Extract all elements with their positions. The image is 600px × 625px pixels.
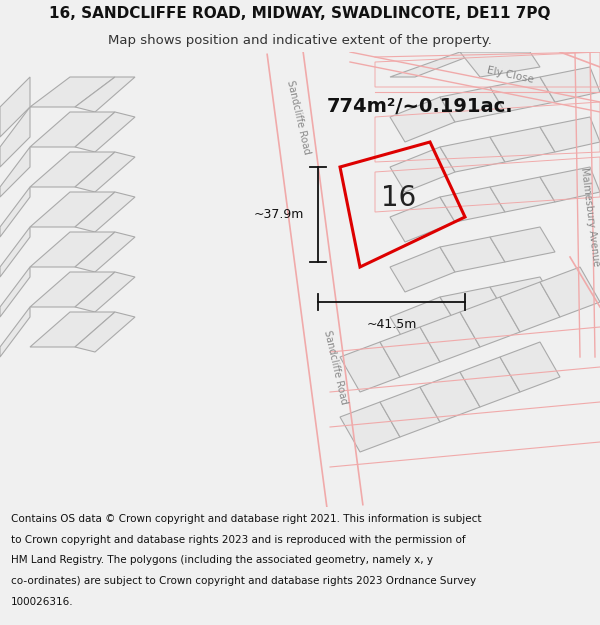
Polygon shape [75, 272, 135, 312]
Text: to Crown copyright and database rights 2023 and is reproduced with the permissio: to Crown copyright and database rights 2… [11, 535, 466, 545]
Polygon shape [420, 372, 480, 422]
Polygon shape [490, 177, 555, 212]
Polygon shape [30, 312, 115, 347]
Polygon shape [30, 192, 115, 227]
Polygon shape [500, 342, 560, 392]
Polygon shape [75, 112, 135, 152]
Polygon shape [0, 227, 30, 277]
Polygon shape [500, 282, 560, 332]
Polygon shape [340, 342, 400, 392]
Text: co-ordinates) are subject to Crown copyright and database rights 2023 Ordnance S: co-ordinates) are subject to Crown copyr… [11, 576, 476, 586]
Polygon shape [440, 87, 505, 122]
Polygon shape [75, 232, 135, 272]
Polygon shape [440, 187, 505, 222]
Polygon shape [540, 67, 600, 102]
Text: 100026316.: 100026316. [11, 597, 73, 607]
Text: HM Land Registry. The polygons (including the associated geometry, namely x, y: HM Land Registry. The polygons (includin… [11, 556, 433, 566]
Polygon shape [490, 77, 555, 112]
Text: Ely Close: Ely Close [486, 65, 534, 85]
Polygon shape [30, 77, 115, 107]
Polygon shape [420, 312, 480, 362]
Polygon shape [540, 117, 600, 152]
Polygon shape [390, 147, 455, 192]
Polygon shape [540, 267, 600, 317]
Text: Map shows position and indicative extent of the property.: Map shows position and indicative extent… [108, 34, 492, 47]
Polygon shape [0, 187, 30, 237]
Polygon shape [380, 387, 440, 437]
Polygon shape [0, 267, 30, 317]
Polygon shape [460, 52, 540, 77]
Polygon shape [30, 112, 115, 147]
Polygon shape [440, 237, 505, 272]
Polygon shape [30, 232, 115, 267]
Polygon shape [390, 197, 455, 242]
Text: 16, SANDCLIFFE ROAD, MIDWAY, SWADLINCOTE, DE11 7PQ: 16, SANDCLIFFE ROAD, MIDWAY, SWADLINCOTE… [49, 6, 551, 21]
Polygon shape [30, 272, 115, 307]
Text: Sandcliffe Road: Sandcliffe Road [322, 329, 349, 405]
Polygon shape [440, 287, 505, 322]
Polygon shape [75, 152, 135, 192]
Text: Contains OS data © Crown copyright and database right 2021. This information is : Contains OS data © Crown copyright and d… [11, 514, 481, 524]
Text: Malmesbury Avenue: Malmesbury Avenue [579, 167, 600, 267]
Polygon shape [490, 277, 555, 312]
Polygon shape [490, 227, 555, 262]
Text: ~37.9m: ~37.9m [254, 208, 304, 221]
Polygon shape [0, 307, 30, 357]
Polygon shape [460, 357, 520, 407]
Polygon shape [540, 167, 600, 202]
Polygon shape [390, 247, 455, 292]
Polygon shape [460, 297, 520, 347]
Polygon shape [0, 107, 30, 167]
Polygon shape [30, 152, 115, 187]
Text: 16: 16 [381, 184, 416, 213]
Polygon shape [390, 52, 480, 77]
Polygon shape [490, 127, 555, 162]
Polygon shape [390, 97, 455, 142]
Text: Sandcliffe Road: Sandcliffe Road [284, 79, 311, 155]
Text: ~41.5m: ~41.5m [367, 318, 416, 331]
Polygon shape [75, 192, 135, 232]
Text: 774m²/~0.191ac.: 774m²/~0.191ac. [326, 98, 514, 116]
Polygon shape [0, 77, 30, 137]
Polygon shape [440, 137, 505, 172]
Polygon shape [390, 297, 455, 342]
Polygon shape [0, 147, 30, 197]
Polygon shape [380, 327, 440, 377]
Polygon shape [75, 77, 135, 112]
Polygon shape [340, 402, 400, 452]
Polygon shape [75, 312, 135, 352]
